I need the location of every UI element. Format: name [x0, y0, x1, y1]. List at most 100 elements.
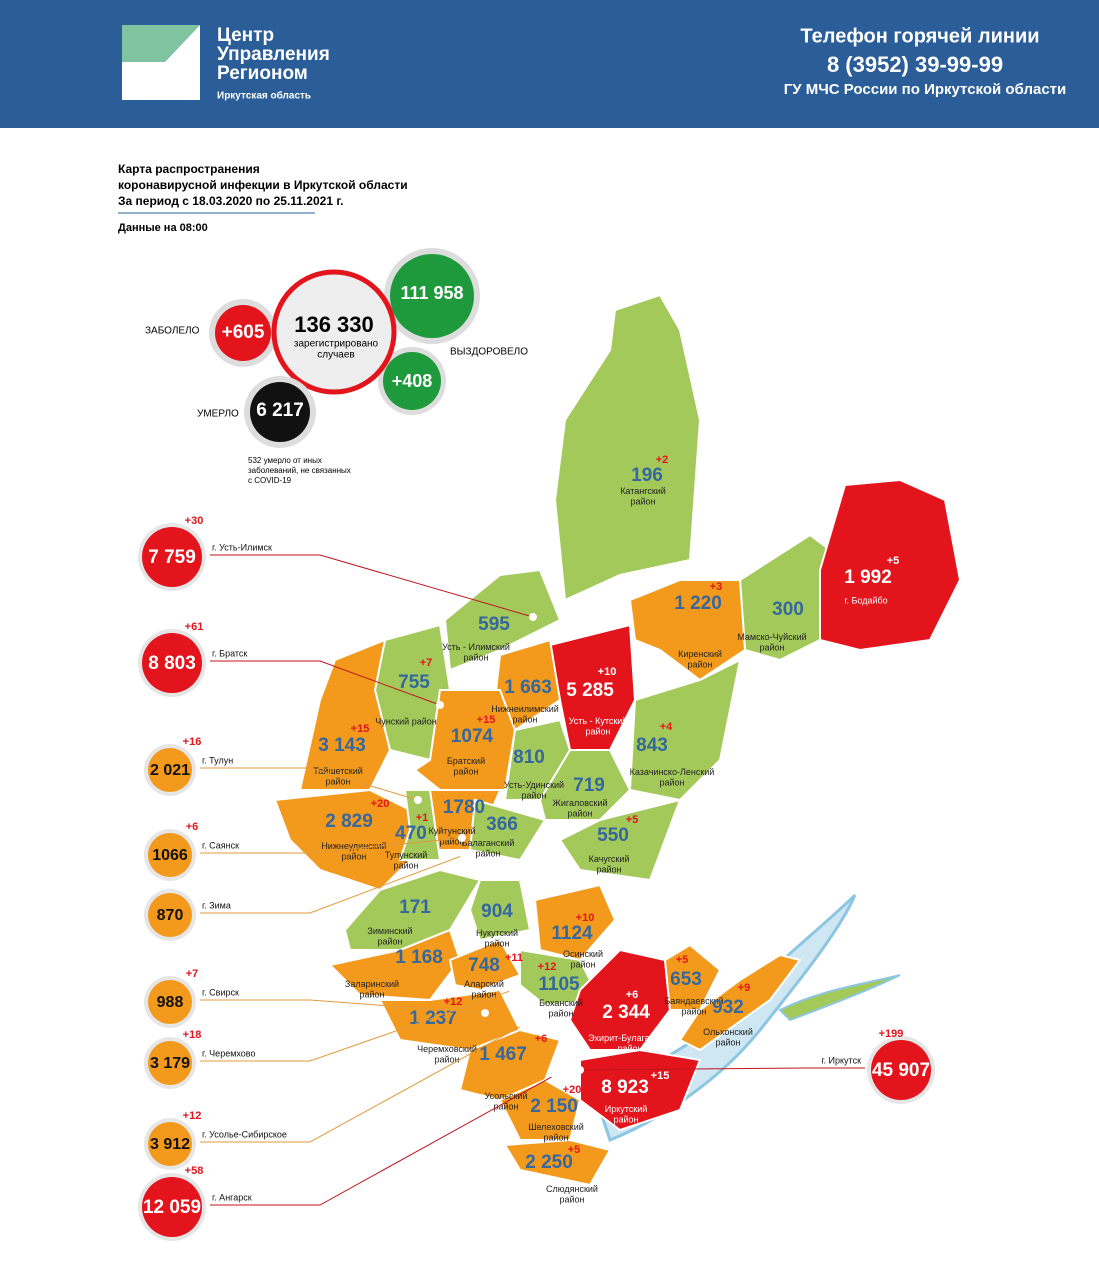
district-value: 1124	[551, 923, 593, 944]
city-circle	[148, 833, 192, 877]
district-value: 5 285	[566, 680, 614, 701]
city-delta: +12	[183, 1110, 202, 1122]
city-circle	[148, 748, 192, 792]
district-name: Усольский район	[485, 1091, 528, 1111]
district-value: 1 237	[409, 1008, 457, 1029]
district-value: 1 663	[504, 677, 552, 698]
district-name: Шелеховский район	[528, 1122, 584, 1142]
district-delta: +15	[477, 714, 496, 726]
district-value: 904	[481, 901, 513, 922]
district-delta: +15	[651, 1070, 670, 1082]
city-name: г. Братск	[212, 648, 247, 658]
recovered-circle	[390, 254, 474, 338]
city-circle	[871, 1040, 931, 1100]
district-name: Боханский район	[539, 998, 583, 1018]
district-value: 196	[631, 465, 663, 486]
title-note: Данные на 08:00	[118, 222, 208, 234]
district-name: Тайшетский район	[313, 766, 363, 786]
district-name: г. Бодайбо	[844, 595, 887, 605]
district-area	[568, 948, 672, 1051]
city-circle	[142, 1177, 202, 1237]
district-name: Слюдянский район	[546, 1184, 598, 1204]
city-connector	[200, 1024, 524, 1143]
district-value: 1 168	[395, 947, 443, 968]
district-delta: +5	[568, 1144, 581, 1156]
district-value: 843	[636, 735, 668, 756]
district-delta: +4	[660, 721, 673, 733]
district-name: Тулунский район	[385, 850, 428, 870]
district-name: Нижнеилимский район	[491, 704, 559, 724]
city-name: г. Иркутск	[821, 1055, 861, 1065]
city-delta: +58	[185, 1165, 204, 1177]
district-area	[468, 879, 532, 942]
district-name: Аларский район	[464, 979, 504, 999]
district-delta: +12	[444, 996, 463, 1008]
district-area	[558, 798, 682, 882]
city-delta: +7	[186, 968, 199, 980]
district-area	[468, 798, 547, 862]
district-delta: +2	[656, 454, 669, 466]
city-value: 1066	[152, 847, 188, 864]
district-delta: +20	[563, 1084, 582, 1096]
district-value: 3 143	[318, 735, 366, 756]
district-name: Жигаловский район	[553, 798, 608, 818]
district-value: 810	[513, 747, 545, 768]
hotline-label: Телефон горячей линии	[800, 25, 1039, 47]
district-name: Ольхонский район	[703, 1027, 753, 1047]
district-name: Братский район	[447, 756, 485, 776]
district-value: 2 344	[602, 1002, 650, 1023]
logo-text: Управления	[217, 44, 330, 65]
recovered-delta: +408	[392, 371, 433, 391]
district-name: Усть - Кутский район	[569, 716, 628, 736]
city-dot	[460, 851, 468, 859]
city-value: 8 803	[148, 653, 196, 674]
district-value: 1074	[451, 726, 494, 747]
district-area	[533, 883, 617, 962]
district-value: 719	[573, 775, 605, 796]
city-delta: +18	[183, 1029, 202, 1041]
district-name: Чунский район	[375, 716, 437, 726]
district-name: Катангский район	[620, 486, 666, 506]
title-line: коронавирусной инфекции в Иркутской обла…	[118, 178, 408, 192]
district-delta: +11	[505, 952, 523, 964]
district-area	[448, 938, 522, 992]
district-value: 550	[597, 825, 629, 846]
district-name: Нукутский район	[476, 928, 518, 948]
city-connector	[200, 989, 514, 1062]
city-dot	[519, 1021, 527, 1029]
city-connector	[210, 660, 441, 706]
city-dot	[529, 613, 537, 621]
district-delta: +20	[371, 798, 390, 810]
district-delta: +12	[538, 961, 557, 973]
district-value: 366	[486, 814, 518, 835]
city-value: 870	[157, 907, 184, 924]
city-dot	[551, 1071, 559, 1079]
district-area	[443, 568, 562, 672]
died-label: УМЕРЛО	[197, 409, 239, 420]
city-name: г. Зима	[202, 900, 231, 910]
city-connector	[200, 767, 419, 801]
died-circle	[250, 382, 310, 442]
district-name: Усть - Илимский район	[442, 642, 510, 662]
died-note: с COVID-19	[248, 476, 292, 485]
map-labels: 196+2 Катангский район 300 Мамско-Чуйский рай…	[138, 454, 935, 1241]
district-delta: +7	[420, 657, 433, 669]
district-value: 1 220	[674, 593, 722, 614]
title-line: Карта распространения	[118, 162, 260, 176]
recovered-delta-circle	[383, 352, 441, 410]
district-value: 932	[712, 997, 744, 1018]
city-name: г. Саянск	[202, 840, 239, 850]
district-name: Куйтунский район	[429, 826, 476, 846]
district-name: Иркутский район	[605, 1104, 648, 1124]
city-connector	[200, 999, 486, 1014]
district-delta: +6	[535, 1033, 548, 1045]
district-name: Киренский район	[678, 649, 722, 669]
city-dot	[436, 701, 444, 709]
city-circle	[148, 980, 192, 1024]
city-delta: +6	[186, 821, 199, 833]
district-delta: +6	[626, 989, 639, 1001]
city-connector	[210, 1074, 556, 1206]
city-name: г. Усолье-Сибирское	[202, 1129, 287, 1139]
city-name: г. Свирск	[202, 987, 239, 997]
city-value: 7 759	[148, 547, 196, 568]
